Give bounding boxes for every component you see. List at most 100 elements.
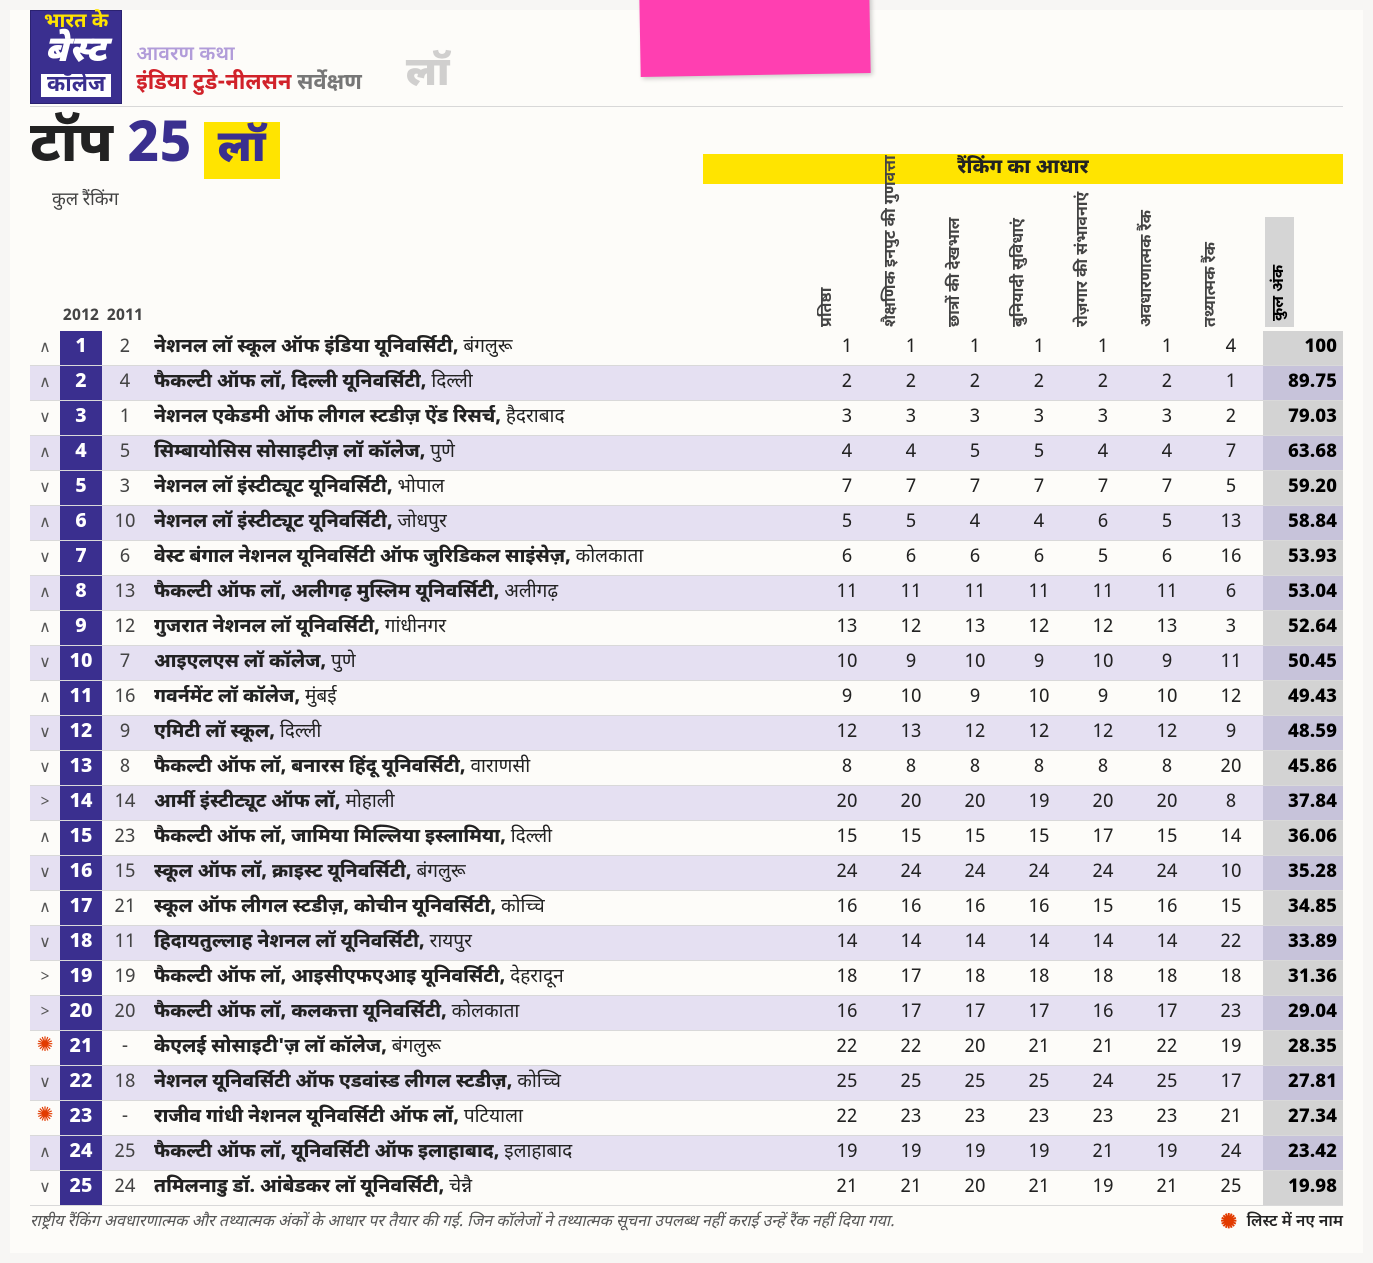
metric-2: 25 — [879, 1065, 943, 1100]
metric-2: 21 — [879, 1170, 943, 1205]
metric-6: 12 — [1135, 715, 1199, 750]
metric-7: 25 — [1199, 1170, 1263, 1205]
college-name: नेशनल लॉ इंस्टीट्यूट यूनिवर्सिटी, जोधपुर — [148, 505, 815, 540]
metric-7: 18 — [1199, 960, 1263, 995]
rank-2012: 11 — [60, 680, 102, 715]
rank-2011: 16 — [102, 680, 148, 715]
metric-1: 20 — [815, 785, 879, 820]
metric-3: 14 — [943, 925, 1007, 960]
trend-icon: ∨ — [30, 715, 60, 750]
sticky-note — [639, 0, 870, 77]
college-name: नेशनल लॉ इंस्टीट्यूट यूनिवर्सिटी, भोपाल — [148, 470, 815, 505]
college-name: आर्मी इंस्टीट्यूट ऑफ लॉ, मोहाली — [148, 785, 815, 820]
table-row: ∧912गुजरात नेशनल लॉ यूनिवर्सिटी, गांधीनग… — [30, 610, 1343, 645]
metric-4: 5 — [1007, 435, 1071, 470]
survey-red: इंडिया टुडे-नीलसन — [136, 69, 291, 98]
metric-6: 24 — [1135, 855, 1199, 890]
total-score: 31.36 — [1263, 960, 1343, 995]
rank-2012: 4 — [60, 435, 102, 470]
col-reputation: प्रतिष्ठा — [817, 217, 838, 327]
total-score: 19.98 — [1263, 1170, 1343, 1205]
top25: टॉप 25 — [30, 111, 192, 184]
metric-5: 8 — [1071, 750, 1135, 785]
metric-5: 4 — [1071, 435, 1135, 470]
metric-3: 20 — [943, 1170, 1007, 1205]
metric-6: 7 — [1135, 470, 1199, 505]
metric-1: 16 — [815, 995, 879, 1030]
table-row: ∧1116गवर्नमेंट लॉ कॉलेज, मुंबई9109109101… — [30, 680, 1343, 715]
ranking-table: 20 12 20 11 प्रतिष्ठा शैक्षणिक इनपुट की गु… — [30, 213, 1343, 1206]
metric-6: 4 — [1135, 435, 1199, 470]
metric-7: 2 — [1199, 400, 1263, 435]
survey-gray: सर्वेक्षण — [297, 69, 362, 98]
col-academic: शैक्षणिक इनपुट की गुणवत्ता — [881, 217, 902, 327]
top-num: 25 — [128, 111, 192, 184]
metric-1: 22 — [815, 1030, 879, 1065]
total-score: 29.04 — [1263, 995, 1343, 1030]
metric-6: 23 — [1135, 1100, 1199, 1135]
metric-2: 4 — [879, 435, 943, 470]
rank-2012: 21 — [60, 1030, 102, 1065]
metric-4: 12 — [1007, 715, 1071, 750]
trend-icon: ∧ — [30, 435, 60, 470]
metric-7: 22 — [1199, 925, 1263, 960]
metric-1: 12 — [815, 715, 879, 750]
metric-4: 7 — [1007, 470, 1071, 505]
metric-5: 5 — [1071, 540, 1135, 575]
rank-2012: 8 — [60, 575, 102, 610]
total-score: 27.34 — [1263, 1100, 1343, 1135]
rank-2012: 18 — [60, 925, 102, 960]
college-name: नेशनल यूनिवर्सिटी ऑफ एडवांस्ड लीगल स्टडी… — [148, 1065, 815, 1100]
metric-7: 14 — [1199, 820, 1263, 855]
metric-6: 22 — [1135, 1030, 1199, 1065]
metric-4: 15 — [1007, 820, 1071, 855]
metric-3: 25 — [943, 1065, 1007, 1100]
law-faded: लॉ — [376, 50, 450, 104]
rank-2011: - — [102, 1030, 148, 1065]
metric-2: 14 — [879, 925, 943, 960]
trend-icon: > — [30, 785, 60, 820]
metric-6: 2 — [1135, 365, 1199, 400]
trend-icon: ∧ — [30, 505, 60, 540]
metric-1: 8 — [815, 750, 879, 785]
metric-2: 13 — [879, 715, 943, 750]
metric-7: 23 — [1199, 995, 1263, 1030]
metric-6: 18 — [1135, 960, 1199, 995]
metric-7: 4 — [1199, 331, 1263, 366]
trend-icon: ∨ — [30, 925, 60, 960]
total-score: 58.84 — [1263, 505, 1343, 540]
metric-1: 22 — [815, 1100, 879, 1135]
table-row: ∨2524तमिलनाडु डॉ. आंबेडकर लॉ यूनिवर्सिटी… — [30, 1170, 1343, 1205]
metric-2: 9 — [879, 645, 943, 680]
metric-7: 16 — [1199, 540, 1263, 575]
metric-1: 10 — [815, 645, 879, 680]
metric-5: 18 — [1071, 960, 1135, 995]
metric-1: 19 — [815, 1135, 879, 1170]
metric-3: 6 — [943, 540, 1007, 575]
metric-3: 5 — [943, 435, 1007, 470]
total-score: 35.28 — [1263, 855, 1343, 890]
trend-icon: ∨ — [30, 1065, 60, 1100]
rank-2012: 24 — [60, 1135, 102, 1170]
metric-5: 12 — [1071, 610, 1135, 645]
metric-2: 7 — [879, 470, 943, 505]
footer: राष्ट्रीय रैंकिंग अवधारणात्मक और तथ्यात्… — [30, 1206, 1343, 1233]
metric-2: 17 — [879, 995, 943, 1030]
college-name: गुजरात नेशनल लॉ यूनिवर्सिटी, गांधीनगर — [148, 610, 815, 645]
metric-2: 5 — [879, 505, 943, 540]
rank-2011: 9 — [102, 715, 148, 750]
metric-6: 16 — [1135, 890, 1199, 925]
metric-3: 20 — [943, 1030, 1007, 1065]
college-name: नेशनल लॉ स्कूल ऑफ इंडिया यूनिवर्सिटी, बं… — [148, 331, 815, 366]
metric-3: 7 — [943, 470, 1007, 505]
metric-3: 12 — [943, 715, 1007, 750]
trend-icon: ∧ — [30, 331, 60, 366]
college-name: स्कूल ऑफ लॉ, क्राइस्ट यूनिवर्सिटी, बंगलु… — [148, 855, 815, 890]
metric-1: 3 — [815, 400, 879, 435]
metric-2: 10 — [879, 680, 943, 715]
legend-text: लिस्ट में नए नाम — [1247, 1212, 1343, 1233]
college-name: राजीव गांधी नेशनल यूनिवर्सिटी ऑफ लॉ, पटि… — [148, 1100, 815, 1135]
metric-5: 2 — [1071, 365, 1135, 400]
rank-2011: 6 — [102, 540, 148, 575]
metric-7: 7 — [1199, 435, 1263, 470]
